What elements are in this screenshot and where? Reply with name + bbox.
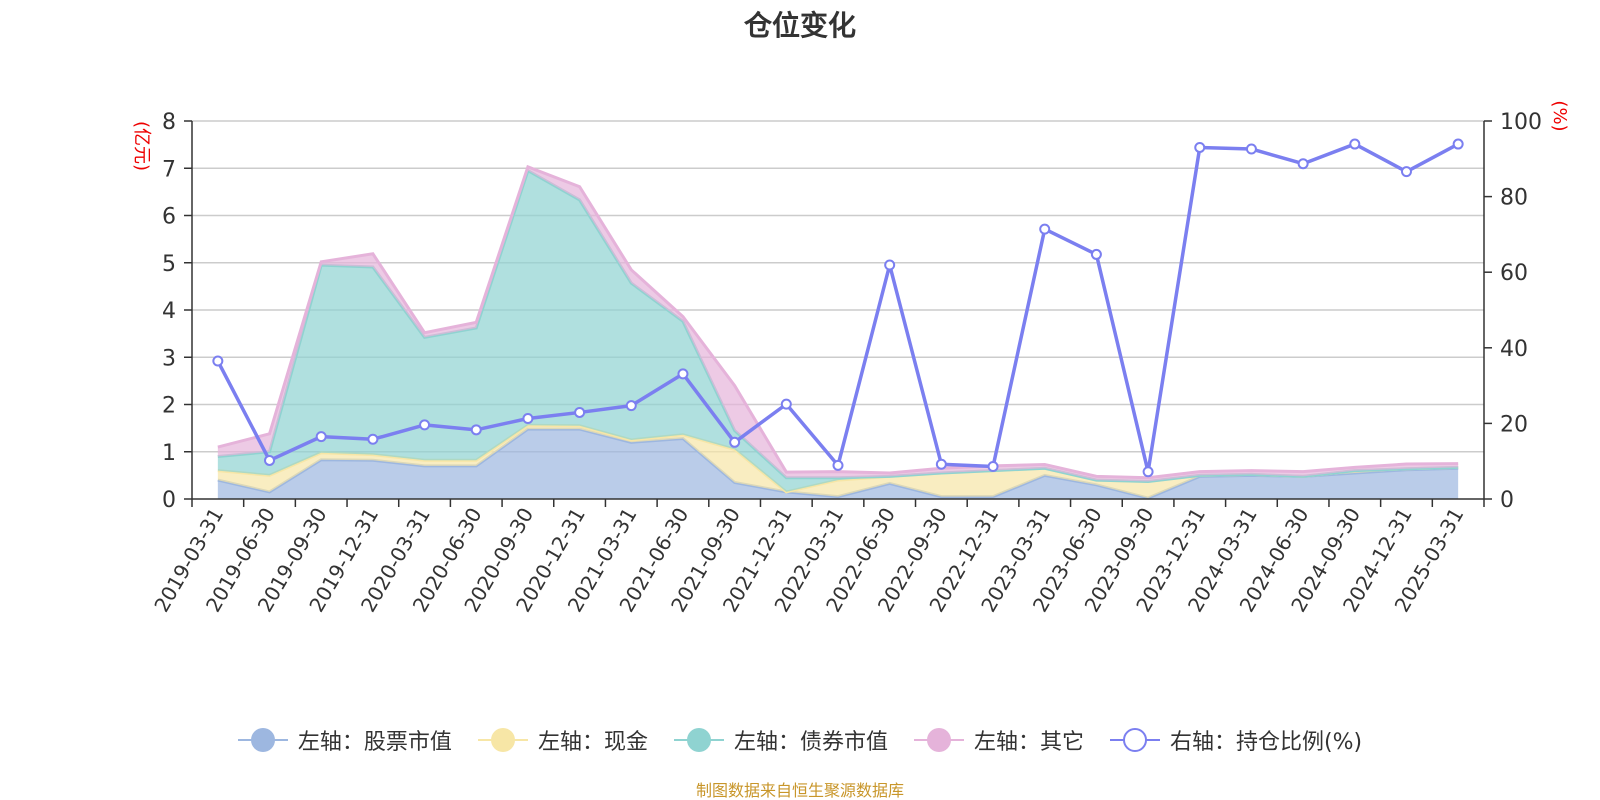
legend-label: 左轴：现金	[537, 730, 648, 755]
ratio-point	[1142, 466, 1154, 478]
legend-label: 右轴：持仓比例(%)	[1169, 730, 1363, 755]
ratio-point	[315, 431, 327, 443]
left-tick-label: 3	[162, 346, 176, 371]
ratio-point	[1349, 138, 1361, 150]
right-axis-unit: (%)	[1549, 100, 1570, 131]
legend-label: 左轴：股票市值	[297, 730, 452, 755]
legend-dot	[250, 728, 275, 752]
legend-dot	[490, 728, 515, 752]
legend-item-5[interactable]: 右轴：持仓比例(%)	[1109, 724, 1363, 756]
filled-circle-icon	[237, 726, 288, 754]
ratio-point	[884, 259, 896, 271]
left-tick-label: 1	[162, 441, 176, 466]
left-tick-label: 4	[162, 299, 176, 324]
ratio-point	[574, 406, 586, 418]
ratio-point	[935, 458, 947, 470]
ratio-line-layer	[212, 138, 1464, 478]
legend-item-4[interactable]: 左轴：其它	[913, 724, 1084, 756]
legend-item-3[interactable]: 左轴：债券市值	[673, 724, 888, 756]
ratio-point	[1194, 141, 1206, 153]
ratio-point	[1039, 223, 1051, 235]
ratio-point	[1090, 248, 1102, 260]
area-edge-4	[217, 164, 1459, 480]
source-note: 制图数据来自恒生聚源数据库	[695, 781, 904, 800]
ratio-point	[625, 400, 637, 412]
legend-dot	[926, 728, 951, 752]
area-series-3	[217, 170, 1459, 492]
right-tick-label: 60	[1500, 261, 1528, 286]
ratio-point	[212, 355, 224, 367]
filled-circle-icon	[477, 726, 528, 754]
right-tick-label: 0	[1500, 488, 1514, 513]
legend: 左轴：股票市值 左轴：现金 左轴：债券市值 左轴：其它 右轴：持仓比例(%)	[0, 720, 1600, 760]
ratio-point	[1452, 138, 1464, 150]
ratio-point	[264, 454, 276, 466]
left-tick-label: 2	[162, 394, 176, 419]
ratio-point	[987, 460, 999, 472]
left-tick-label: 7	[162, 157, 176, 182]
legend-label: 左轴：债券市值	[733, 730, 888, 755]
legend-dot	[1122, 728, 1147, 752]
legend-item-1[interactable]: 左轴：股票市值	[237, 724, 452, 756]
chart-title: 仓位变化	[743, 9, 856, 42]
ratio-point	[780, 398, 792, 410]
legend-dot	[686, 728, 711, 752]
area-series-1	[217, 429, 1459, 499]
right-tick-label: 100	[1500, 110, 1542, 135]
right-tick-label: 20	[1500, 412, 1528, 437]
right-tick-label: 40	[1500, 337, 1528, 362]
left-tick-label: 0	[162, 488, 176, 513]
left-axis-unit: (亿元)	[131, 121, 152, 171]
ratio-point	[677, 368, 689, 380]
ratio-point	[1297, 158, 1309, 170]
ratio-point	[729, 436, 741, 448]
hollow-circle-icon	[1109, 726, 1160, 754]
stacked-areas	[217, 164, 1459, 500]
ratio-point	[522, 412, 534, 424]
legend-item-2[interactable]: 左轴：现金	[477, 724, 648, 756]
ratio-point	[470, 424, 482, 436]
filled-circle-icon	[913, 726, 964, 754]
ratio-point	[1245, 143, 1257, 155]
filled-circle-icon	[673, 726, 724, 754]
left-tick-label: 8	[162, 110, 176, 135]
left-tick-label: 6	[162, 205, 176, 230]
ratio-point	[367, 433, 379, 445]
ratio-point	[832, 459, 844, 471]
ratio-point	[419, 419, 431, 431]
right-tick-label: 80	[1500, 186, 1528, 211]
legend-label: 左轴：其它	[973, 730, 1084, 755]
ratio-point	[1400, 166, 1412, 178]
left-tick-label: 5	[162, 252, 176, 277]
